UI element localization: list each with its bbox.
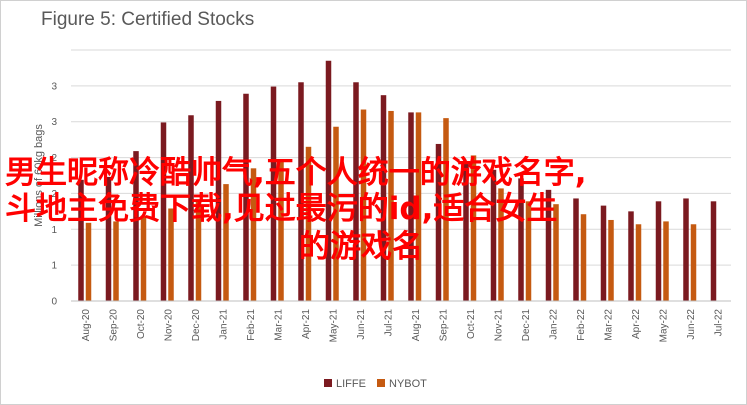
chart-title: Figure 5: Certified Stocks [41,9,255,30]
bar-nybot [635,224,642,301]
x-tick-label: Apr-21 [301,309,312,339]
bar-nybot [443,118,449,301]
x-tick-label: Jan-21 [218,309,229,340]
bar-liffe [133,151,139,301]
x-tick-label: Oct-21 [466,309,477,339]
bar-liffe [380,95,387,302]
bar-nybot [498,188,504,301]
legend-swatch-liffe [324,379,332,387]
bar-nybot [470,155,477,301]
x-tick-label: Mar-22 [603,309,614,341]
bar-liffe [243,93,249,301]
bar-liffe [600,205,607,301]
bar-liffe [573,198,579,301]
bar-nybot [223,184,229,301]
x-tick-label: Sep-21 [438,309,449,342]
x-tick-label: Jan-22 [548,309,559,340]
x-tick-label: Aug-21 [411,309,422,342]
bar-nybot [663,221,669,301]
x-tick-label: Nov-20 [163,309,174,342]
y-tick-label: 1 [51,261,57,272]
bar-nybot [608,219,614,301]
x-tick-label: Jun-21 [356,309,367,340]
overlay-text-line-2: 斗地主免费下载,见过最污的id,适合女生 [5,191,558,227]
bar-liffe [710,201,717,301]
bar-nybot [415,112,422,302]
bar-liffe [353,82,359,302]
legend-label-liffe: LIFFE [336,378,366,390]
bar-liffe [215,100,222,301]
legend-label-nybot: NYBOT [389,378,427,390]
bar-nybot [113,221,119,301]
bar-liffe [435,143,442,301]
bar-liffe [518,178,524,301]
x-tick-label: Aug-20 [81,309,92,342]
y-axis-label: Millions of 60kg bags [33,124,45,227]
bar-nybot [168,208,174,301]
bar-liffe [683,198,689,301]
y-tick-label: 2 [51,153,57,164]
bar-nybot [85,222,92,301]
x-tick-label: Dec-20 [191,309,202,342]
bar-liffe [655,201,662,301]
x-tick-label: Jul-21 [383,309,394,337]
bar-liffe [463,161,469,301]
x-tick-label: Dec-21 [521,309,532,342]
bar-nybot [278,159,284,301]
bar-nybot [580,214,587,301]
y-tick-label: 2 [51,189,57,200]
bar-liffe [105,176,112,301]
bar-liffe [78,179,84,301]
bar-liffe [270,86,277,302]
bar-nybot [140,215,147,301]
bar-nybot [553,204,559,301]
bar-liffe [408,112,414,302]
x-tick-label: Jul-22 [713,309,724,337]
bar-nybot [195,201,202,301]
x-tick-label: Feb-21 [246,309,257,341]
x-tick-label: Nov-21 [493,309,504,342]
y-tick-label: 0 [51,297,57,308]
y-tick-label: 3 [51,81,57,92]
bar-liffe [490,169,497,301]
y-tick-label: 3 [51,117,57,128]
bar-nybot [360,109,367,301]
bar-nybot [333,126,339,301]
bar-liffe [298,82,304,302]
x-tick-label: Sep-20 [108,309,119,342]
x-tick-label: Oct-20 [136,309,147,339]
overlay-text-line-1: 男生昵称冷酷帅气,五个人统一的游戏名字, [5,155,587,191]
bar-nybot [250,168,257,301]
x-tick-label: Mar-21 [273,309,284,341]
y-tick-label: 1 [51,225,57,236]
x-tick-label: May-21 [328,309,339,343]
bar-liffe [160,122,167,301]
x-tick-label: Feb-22 [576,309,587,341]
bar-nybot [388,110,394,301]
x-tick-label: Apr-22 [631,309,642,339]
bar-liffe [188,115,194,301]
overlay-text-line-3: 的游戏名 [299,229,423,265]
bar-nybot [525,201,532,301]
x-tick-label: Jun-22 [686,309,697,340]
bar-nybot [690,224,697,301]
legend-swatch-nybot [377,379,385,387]
x-tick-label: May-22 [658,309,669,343]
bar-liffe [545,189,552,301]
bar-liffe [325,60,332,301]
bar-liffe [628,211,634,301]
bar-nybot [305,146,312,301]
